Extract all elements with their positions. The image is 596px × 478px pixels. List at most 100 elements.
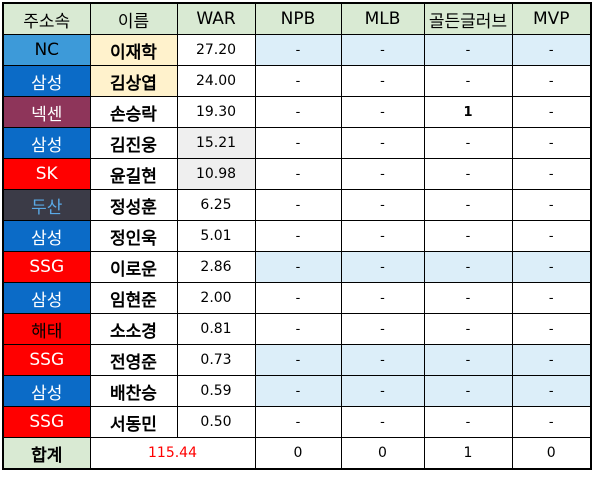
golden-glove-cell: - xyxy=(423,344,513,376)
mvp-cell: - xyxy=(511,65,592,97)
player-name-cell: 정인욱 xyxy=(89,220,178,252)
mvp-cell: - xyxy=(511,34,592,66)
golden-glove-cell: - xyxy=(423,189,513,221)
table-row: 두산 정성훈 6.25- - - - xyxy=(2,189,592,221)
mlb-cell: - xyxy=(340,344,425,376)
table-body: NC 이재학 27.20- - - - 삼성 김상엽 24.00- - - - 넥센 손승락 19.30- -… xyxy=(2,34,592,438)
golden-glove-cell: - xyxy=(423,220,513,252)
player-name-cell: 김진웅 xyxy=(89,127,178,159)
team-cell: NC xyxy=(2,34,91,66)
table-row: 삼성 정인욱 5.01- - - - xyxy=(2,220,592,252)
mvp-cell: - xyxy=(511,344,592,376)
war-cell: 6.25 xyxy=(176,189,256,221)
npb-cell: - xyxy=(254,96,342,128)
table-row: 삼성 임현준 2.00- - - - xyxy=(2,282,592,314)
total-mlb: 0 xyxy=(340,437,425,470)
war-cell: 0.50 xyxy=(176,406,256,438)
team-cell: 해태 xyxy=(2,313,91,345)
total-row: 합계 115.44 0 0 1 0 xyxy=(2,437,592,470)
npb-cell: - xyxy=(254,65,342,97)
total-golden-glove: 1 xyxy=(423,437,513,470)
header-mlb: MLB xyxy=(340,2,425,35)
total-mvp: 0 xyxy=(511,437,592,470)
mlb-cell: - xyxy=(340,189,425,221)
mlb-cell: - xyxy=(340,251,425,283)
golden-glove-cell: - xyxy=(423,251,513,283)
header-team: 주소속 xyxy=(2,2,91,35)
table-row: SSG 전영준 0.73- - - - xyxy=(2,344,592,376)
table-row: SSG 서동민 0.50- - - - xyxy=(2,406,592,438)
team-cell: 삼성 xyxy=(2,282,91,314)
mlb-cell: - xyxy=(340,65,425,97)
mvp-cell: - xyxy=(511,96,592,128)
mlb-cell: - xyxy=(340,127,425,159)
war-cell: 24.00 xyxy=(176,65,256,97)
total-npb: 0 xyxy=(254,437,342,470)
war-cell: 19.30 xyxy=(176,96,256,128)
player-name-cell: 전영준 xyxy=(89,344,178,376)
golden-glove-cell: - xyxy=(423,313,513,345)
mvp-cell: - xyxy=(511,251,592,283)
player-name-cell: 정성훈 xyxy=(89,189,178,221)
war-cell: 0.59 xyxy=(176,375,256,407)
golden-glove-cell: - xyxy=(423,406,513,438)
npb-cell: - xyxy=(254,189,342,221)
mlb-cell: - xyxy=(340,158,425,190)
table-row: SSG 이로운 2.86- - - - xyxy=(2,251,592,283)
mlb-cell: - xyxy=(340,375,425,407)
golden-glove-cell: - xyxy=(423,34,513,66)
team-cell: 삼성 xyxy=(2,220,91,252)
player-name-cell: 이재학 xyxy=(89,34,178,66)
npb-cell: - xyxy=(254,375,342,407)
mlb-cell: - xyxy=(340,282,425,314)
total-war: 115.44 xyxy=(89,437,256,470)
mlb-cell: - xyxy=(340,220,425,252)
war-cell: 2.00 xyxy=(176,282,256,314)
table-row: 해태 소소경 0.81- - - - xyxy=(2,313,592,345)
team-cell: 삼성 xyxy=(2,375,91,407)
war-cell: 10.98 xyxy=(176,158,256,190)
npb-cell: - xyxy=(254,127,342,159)
mvp-cell: - xyxy=(511,406,592,438)
table-row: SK 윤길현 10.98- - - - xyxy=(2,158,592,190)
npb-cell: - xyxy=(254,251,342,283)
mlb-cell: - xyxy=(340,406,425,438)
header-war: WAR xyxy=(176,2,256,35)
table-row: 넥센 손승락 19.30- -1- xyxy=(2,96,592,128)
npb-cell: - xyxy=(254,282,342,314)
mvp-cell: - xyxy=(511,282,592,314)
player-name-cell: 소소경 xyxy=(89,313,178,345)
npb-cell: - xyxy=(254,313,342,345)
npb-cell: - xyxy=(254,344,342,376)
team-cell: SSG xyxy=(2,251,91,283)
npb-cell: - xyxy=(254,34,342,66)
mlb-cell: - xyxy=(340,34,425,66)
table-row: NC 이재학 27.20- - - - xyxy=(2,34,592,66)
team-cell: 두산 xyxy=(2,189,91,221)
header-golden-glove: 골든글러브 xyxy=(423,2,513,35)
mlb-cell: - xyxy=(340,313,425,345)
team-cell: 삼성 xyxy=(2,65,91,97)
header-mvp: MVP xyxy=(511,2,592,35)
table-row: 삼성 김상엽 24.00- - - - xyxy=(2,65,592,97)
mlb-cell: - xyxy=(340,96,425,128)
player-name-cell: 서동민 xyxy=(89,406,178,438)
npb-cell: - xyxy=(254,406,342,438)
npb-cell: - xyxy=(254,158,342,190)
header-name: 이름 xyxy=(89,2,178,35)
player-name-cell: 손승락 xyxy=(89,96,178,128)
golden-glove-cell: - xyxy=(423,375,513,407)
team-cell: SK xyxy=(2,158,91,190)
player-name-cell: 배찬승 xyxy=(89,375,178,407)
table-row: 삼성 배찬승 0.59- - - - xyxy=(2,375,592,407)
team-cell: SSG xyxy=(2,406,91,438)
golden-glove-cell: - xyxy=(423,65,513,97)
war-cell: 0.81 xyxy=(176,313,256,345)
war-cell: 5.01 xyxy=(176,220,256,252)
golden-glove-cell: 1 xyxy=(423,96,513,128)
header-npb: NPB xyxy=(254,2,342,35)
header-row: 주소속 이름 WAR NPB MLB 골든글러브 MVP xyxy=(2,2,592,35)
team-cell: 넥센 xyxy=(2,96,91,128)
team-cell: 삼성 xyxy=(2,127,91,159)
war-cell: 0.73 xyxy=(176,344,256,376)
